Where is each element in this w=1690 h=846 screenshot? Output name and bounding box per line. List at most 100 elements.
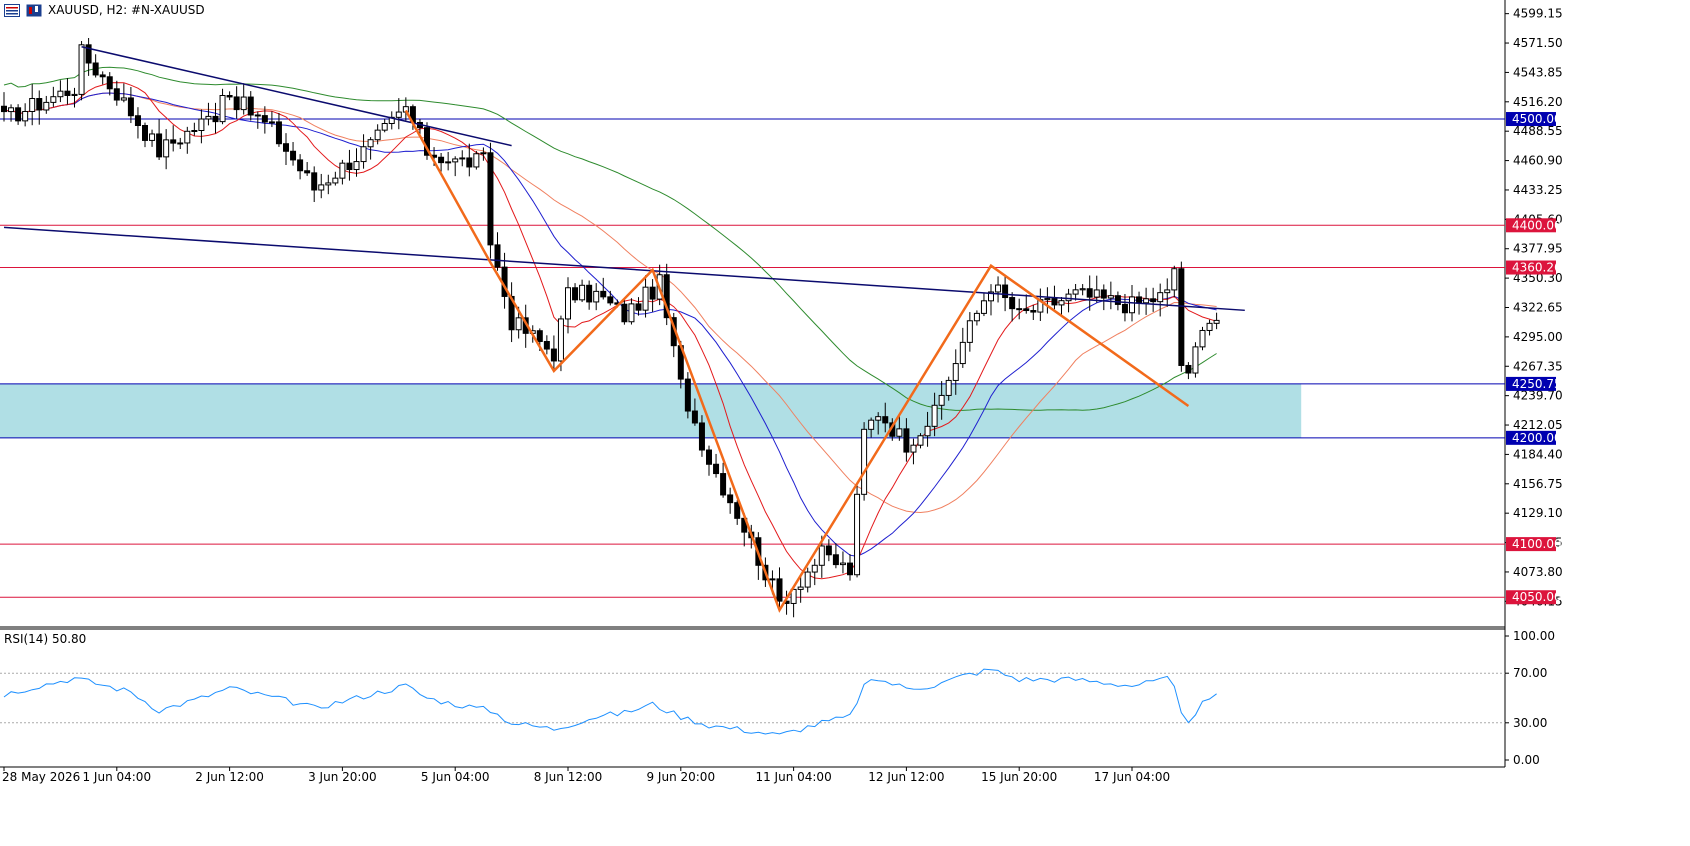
candle-body [776, 578, 783, 602]
candle-body [1086, 288, 1093, 298]
candle-body [445, 161, 452, 164]
rsi-line [3, 668, 1217, 735]
price-tick-label: 4460.90 [1513, 154, 1563, 168]
price-tick-label: 4073.80 [1513, 565, 1563, 579]
candle-body [649, 286, 656, 300]
candle-body [959, 341, 966, 365]
candle-body [184, 130, 191, 144]
candle-body [515, 317, 522, 331]
candle-body [219, 95, 226, 123]
candle-body [297, 159, 304, 172]
candle-body [367, 139, 374, 148]
candle-body [452, 158, 459, 163]
candle-body [628, 303, 635, 323]
candle-body [952, 363, 959, 381]
price-tick-label: 4267.35 [1513, 359, 1563, 373]
candle-body [99, 74, 106, 78]
candle-body [134, 115, 141, 127]
candle-body [332, 177, 339, 184]
candle-body [170, 139, 177, 144]
level-tag-label: 4250.75 [1512, 377, 1562, 391]
candle-body [261, 115, 268, 123]
level-tag-4500.00 [1506, 112, 1556, 127]
candle-body [466, 157, 473, 168]
candle-body [868, 419, 875, 430]
candle-body [804, 571, 811, 588]
candle-body [1178, 268, 1185, 366]
candle-body [1002, 284, 1009, 299]
candle-body [917, 435, 924, 446]
candle-body [572, 287, 579, 301]
candle-body [1058, 300, 1065, 306]
candle-body [247, 96, 254, 116]
candle-body [966, 320, 973, 343]
candle-body [1009, 297, 1016, 310]
candle-body [663, 274, 670, 319]
candle-body [487, 152, 494, 246]
candle-body [875, 416, 882, 421]
candle-body [557, 318, 564, 362]
rsi-tick-label: 0.00 [1513, 753, 1540, 767]
candle-body [381, 123, 388, 131]
candle-body [607, 296, 614, 304]
candle-body [861, 428, 868, 495]
candle-body [1023, 308, 1030, 312]
candle-body [127, 97, 134, 117]
price-tick-label: 4129.10 [1513, 506, 1563, 520]
candle-body [684, 378, 691, 412]
candle-body [1136, 296, 1143, 304]
candle-body [565, 287, 571, 320]
candle-body [586, 284, 593, 303]
trendline-2 [3, 226, 1245, 312]
support-zone [0, 383, 1302, 438]
candle-body [57, 90, 64, 98]
candle-body [142, 125, 148, 141]
candle-body [1, 105, 7, 113]
time-tick-label: 11 Jun 04:00 [755, 770, 831, 784]
candle-body [1093, 289, 1100, 298]
time-tick-label: 8 Jun 12:00 [534, 770, 603, 784]
chart-type-icon[interactable] [26, 4, 42, 17]
candle-body [1206, 322, 1213, 331]
candle-body [1065, 293, 1072, 302]
price-tick-label: 4543.85 [1513, 65, 1563, 79]
window-menu-icon[interactable] [4, 3, 20, 17]
candle-body [543, 340, 550, 350]
candle-body [43, 101, 50, 111]
candle-body [1121, 303, 1128, 314]
candle-body [304, 170, 311, 174]
candle-body [938, 394, 945, 406]
candle-body [854, 493, 861, 576]
candle-body [163, 139, 170, 158]
candle-body [346, 162, 353, 171]
candle-body [1213, 319, 1220, 324]
zigzag-pattern [404, 109, 1190, 613]
ma-slow-line [3, 92, 1217, 514]
candle-body [480, 152, 487, 155]
price-tick-label: 4516.20 [1513, 95, 1563, 109]
price-tick-label: 4599.15 [1513, 7, 1563, 21]
candle-body [339, 162, 346, 179]
candle-body [283, 143, 289, 152]
candle-body [832, 554, 839, 566]
candle-body [254, 114, 261, 117]
candle-body [78, 44, 85, 95]
candle-body [550, 348, 557, 362]
time-tick-label: 1 Jun 04:00 [82, 770, 151, 784]
candle-body [1157, 292, 1164, 303]
candle-body [1114, 295, 1121, 305]
candle-body [1051, 298, 1058, 306]
candle-body [1107, 295, 1114, 299]
candle-body [734, 502, 741, 519]
candle-body [438, 156, 445, 164]
candle-body [424, 127, 430, 156]
candle-body [240, 96, 247, 111]
ma-fast-line [3, 82, 1217, 580]
trendline-1 [81, 46, 512, 147]
price-tick-label: 4156.75 [1513, 477, 1563, 491]
candle-body [22, 110, 29, 122]
level-tag-label: 4400.00 [1512, 218, 1562, 232]
candle-body [1164, 289, 1171, 294]
price-tick-label: 4571.50 [1513, 36, 1563, 50]
